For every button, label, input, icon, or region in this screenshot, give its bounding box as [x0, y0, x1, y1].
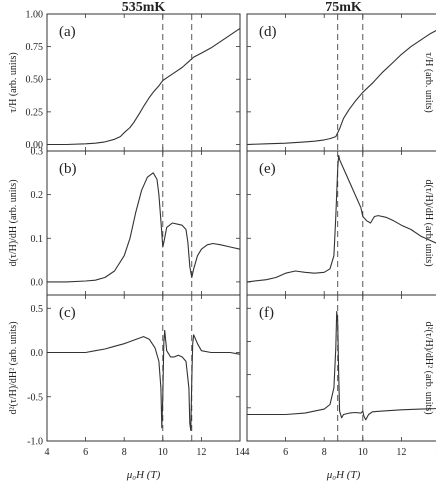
panel-frame-5: [246, 294, 436, 442]
y-axis-label-left-1: d(τ/H)/dH (arb. units): [8, 179, 19, 266]
x-tick-label-4-0: 4: [45, 447, 50, 458]
x-tick-label-5-3: 10: [358, 447, 368, 458]
y-tick-label-4-0: -1.0: [27, 437, 43, 448]
y-tick-label-4-1: -0.5: [27, 392, 43, 403]
x-tick-label-4-2: 8: [122, 447, 127, 458]
x-tick-label-4-3: 10: [158, 447, 168, 458]
panel-frame-4: [46, 294, 241, 442]
x-tick-label-4-5: 14: [235, 447, 245, 458]
y-tick-label-0-1: 0.25: [26, 107, 44, 118]
y-tick-label-2-0: 0.0: [31, 277, 44, 288]
y-tick-label-0-2: 0.50: [26, 75, 44, 86]
y-tick-label-0-4: 1.00: [26, 10, 44, 21]
x-tick-label-5-4: 12: [396, 447, 406, 458]
y-tick-label-0-0: 0.00: [26, 140, 44, 151]
y-axis-label-right-0: τ/H (arb. units): [423, 52, 434, 112]
series-line-4-0: [47, 329, 241, 431]
panel-label-1: (d): [259, 24, 277, 40]
series-line-5-0: [247, 311, 436, 421]
y-tick-label-2-1: 0.1: [31, 234, 44, 245]
x-tick-label-4-4: 12: [196, 447, 206, 458]
panel-label-0: (a): [59, 24, 76, 40]
y-tick-label-2-3: 0.3: [31, 147, 44, 158]
column-title-0: 535mK: [122, 0, 166, 15]
y-axis-label-right-1: d(τ/H)/dH (arb. units): [423, 179, 434, 266]
x-tick-label-4-1: 6: [83, 447, 88, 458]
panel-label-2: (b): [59, 161, 77, 177]
panel-frame-0: [46, 13, 241, 152]
series-line-2-0: [47, 172, 241, 283]
x-tick-label-5-1: 6: [283, 447, 288, 458]
x-tick-label-5-0: 4: [245, 447, 250, 458]
x-tick-label-5-2: 8: [322, 447, 327, 458]
y-axis-label-left-0: τ/H (arb. units): [8, 52, 19, 112]
panel-label-4: (c): [59, 305, 76, 321]
x-axis-label-1: μ₀H (T): [326, 469, 361, 481]
series-line-0-0: [47, 27, 241, 146]
x-axis-label-0: μ₀H (T): [126, 469, 161, 481]
y-tick-label-4-3: 0.5: [31, 304, 44, 315]
y-tick-label-2-2: 0.2: [31, 190, 44, 201]
y-axis-label-right-2: d²(τ/H)/dH² (arb. units): [423, 321, 434, 414]
y-axis-label-left-2: d²(τ/H)/dH² (arb. units): [8, 321, 19, 414]
y-tick-label-0-3: 0.75: [26, 42, 44, 53]
series-line-1-0: [246, 29, 436, 146]
panel-label-5: (f): [259, 305, 274, 321]
panel-label-3: (e): [259, 161, 276, 177]
y-tick-label-4-2: 0.0: [31, 348, 44, 359]
column-title-1: 75mK: [325, 0, 362, 15]
series-line-3-0: [246, 154, 436, 283]
